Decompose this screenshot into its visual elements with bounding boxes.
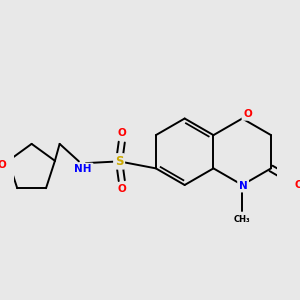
- Text: O: O: [0, 160, 7, 170]
- Text: NH: NH: [74, 164, 92, 174]
- Text: O: O: [117, 128, 126, 138]
- Text: N: N: [239, 181, 248, 191]
- Text: O: O: [243, 109, 252, 119]
- Text: CH₃: CH₃: [234, 215, 250, 224]
- Text: O: O: [295, 180, 300, 190]
- Text: S: S: [115, 155, 123, 168]
- Text: O: O: [117, 184, 126, 194]
